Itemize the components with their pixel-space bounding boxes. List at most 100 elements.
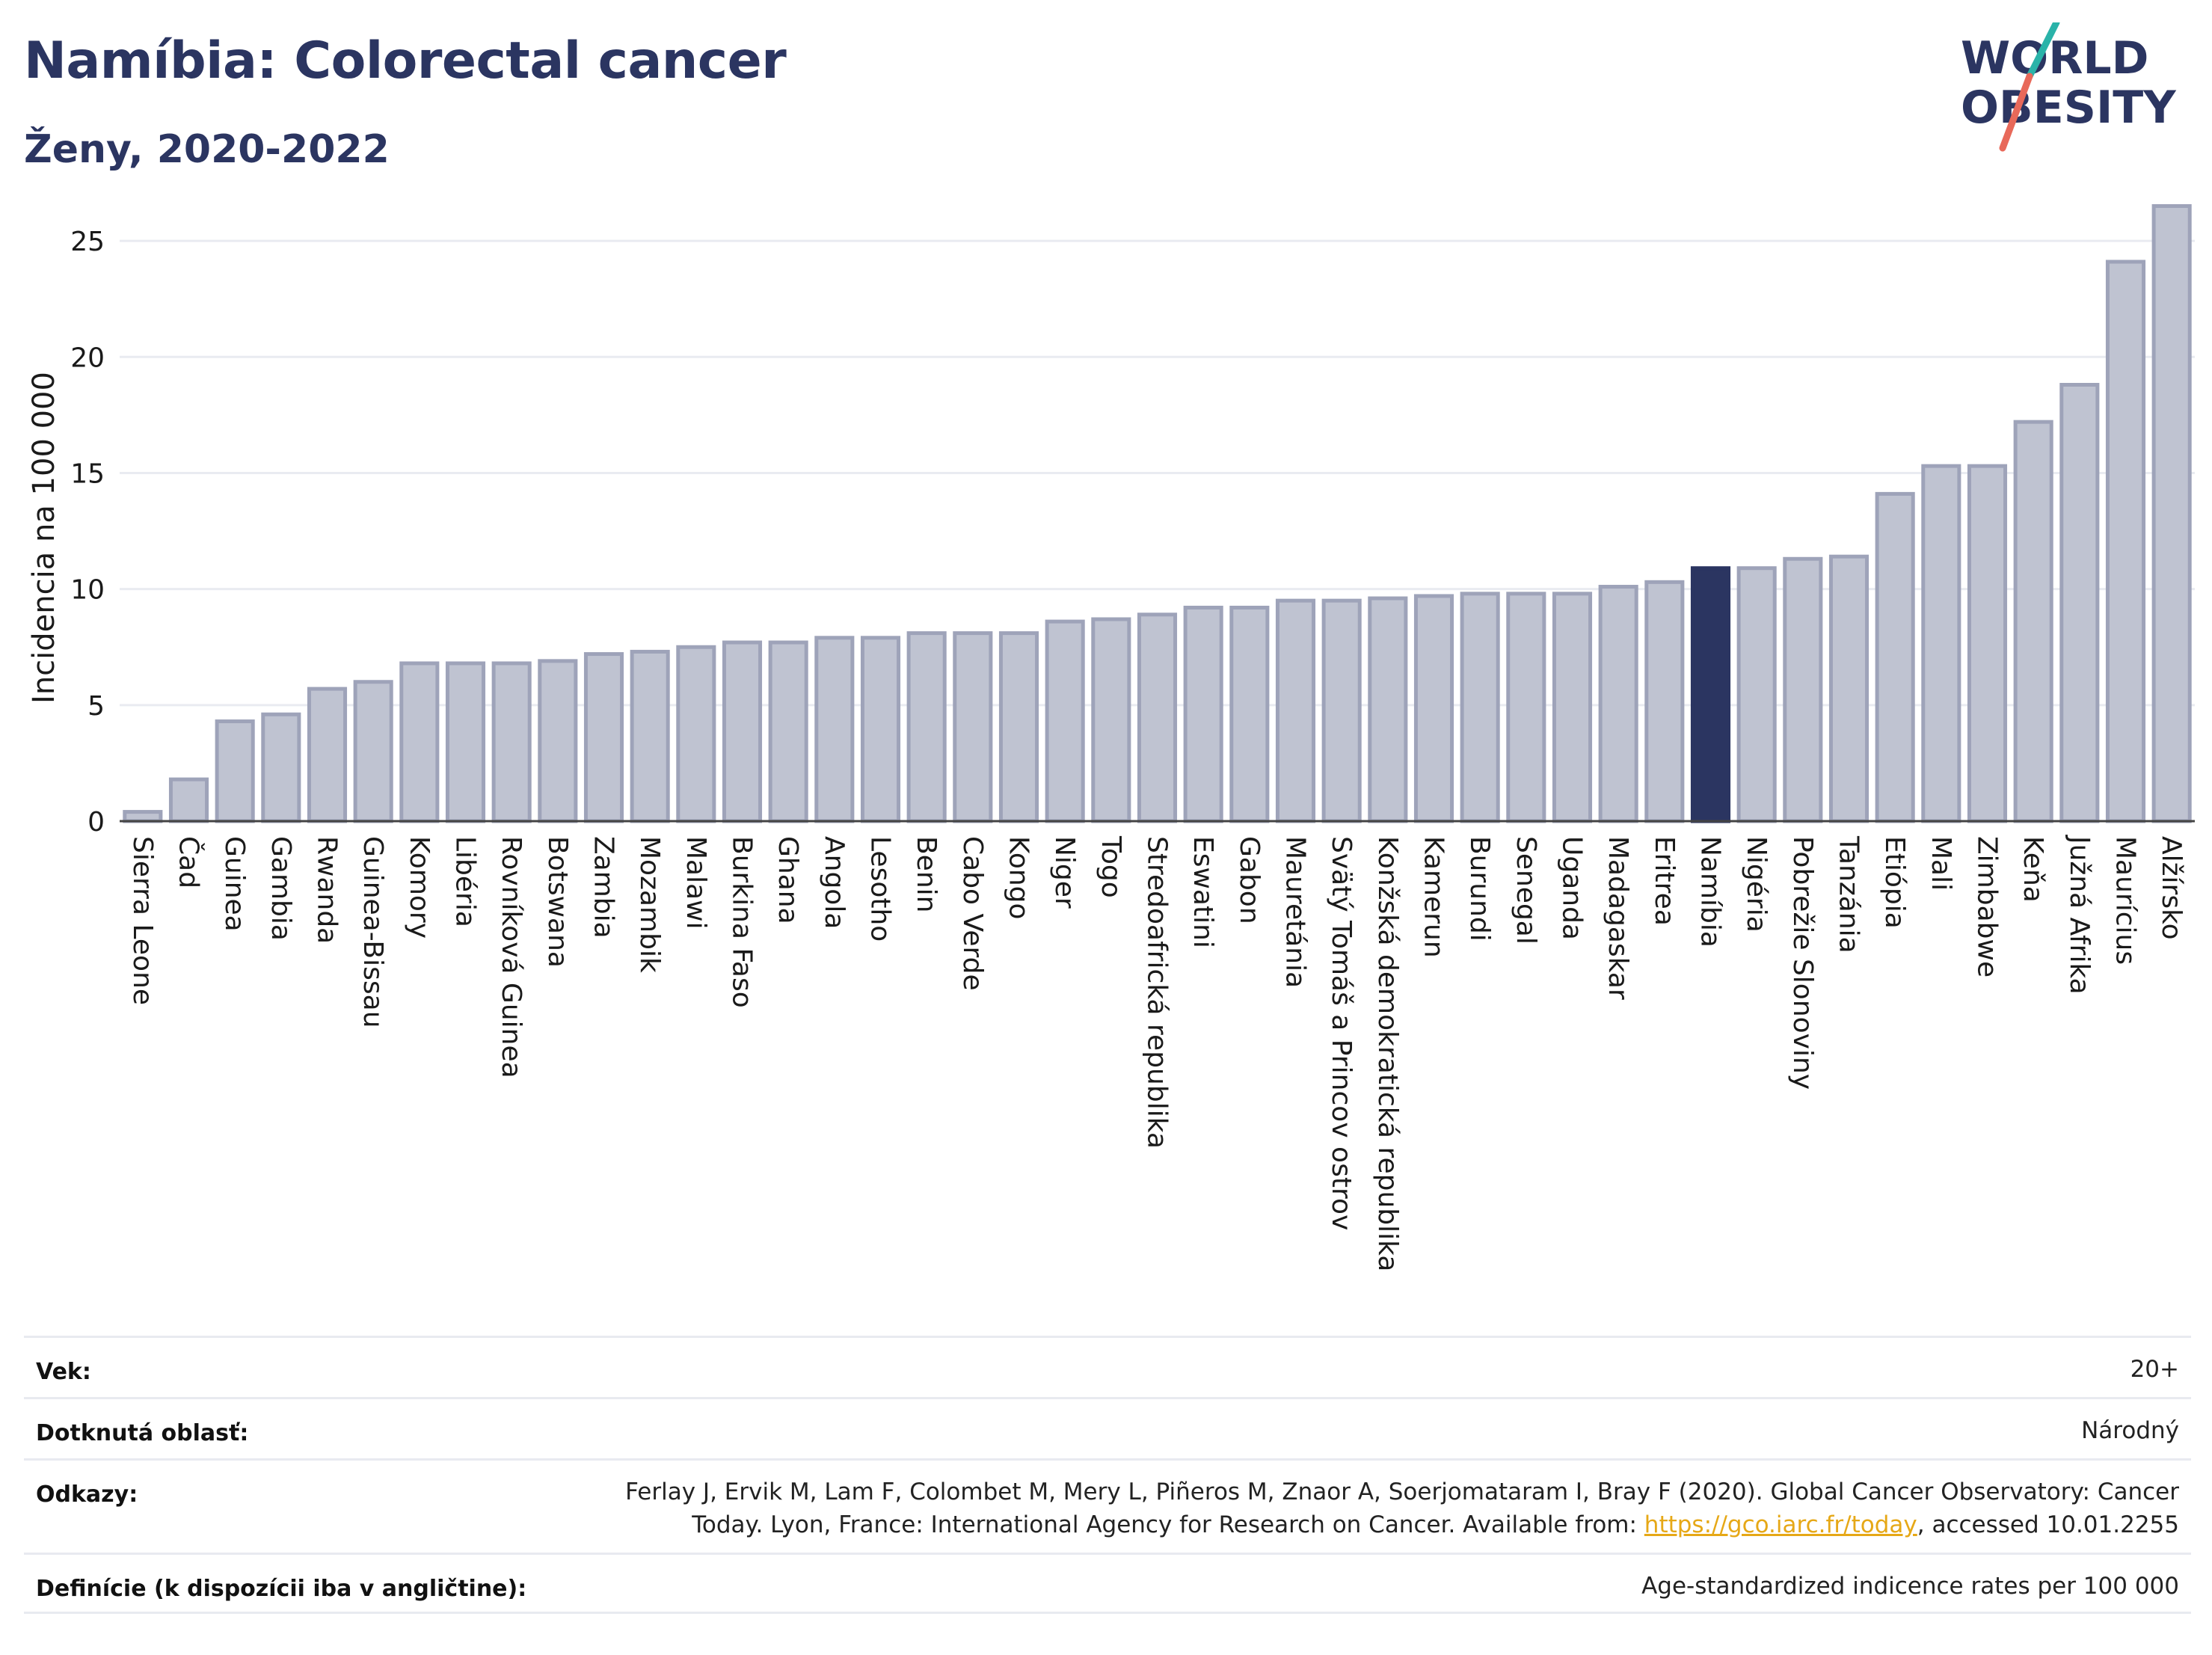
x-tick-label: Kamerun <box>1419 836 1449 958</box>
y-axis-title: Incidencia na 100 000 <box>27 372 61 704</box>
bar-1 <box>168 777 209 823</box>
x-tick-label: Rwanda <box>312 836 342 944</box>
bar-7 <box>445 661 486 823</box>
bar-34 <box>1690 566 1731 823</box>
bar-26 <box>1321 598 1362 823</box>
y-tick-label: 25 <box>70 227 105 257</box>
bar-22 <box>1137 612 1178 823</box>
x-tick-label: Senegal <box>1511 836 1541 945</box>
x-tick-label: Ghana <box>772 836 803 924</box>
bar-21 <box>1091 617 1131 823</box>
references-text-line2: Today. Lyon, France: International Agenc… <box>692 1511 1644 1538</box>
bar-38 <box>1875 491 1915 823</box>
bar-12 <box>676 645 716 823</box>
bar-17 <box>906 631 947 823</box>
x-tick-label: Komory <box>404 836 434 939</box>
x-tick-label: Čad <box>173 836 205 888</box>
bar-5 <box>353 680 393 823</box>
bar-19 <box>998 631 1039 823</box>
x-tick-label: Sierra Leone <box>127 836 158 1005</box>
bar-13 <box>722 640 763 823</box>
x-tick-label: Konžská demokratická republika <box>1372 836 1403 1271</box>
bar-2 <box>215 719 255 823</box>
x-tick-label: Eswatini <box>1188 836 1218 948</box>
x-tick-label: Alžírsko <box>2156 836 2187 940</box>
y-axis-ticks: 0 5 10 15 20 25 <box>70 227 105 838</box>
x-tick-label: Gambia <box>265 836 296 941</box>
x-tick-label: Etiópia <box>1879 836 1910 929</box>
x-tick-label: Burundi <box>1464 836 1495 942</box>
y-tick-label: 20 <box>70 343 105 373</box>
x-tick-label: Stredoafrická republika <box>1142 836 1173 1149</box>
x-tick-label: Burkina Faso <box>727 836 758 1008</box>
bar-9 <box>538 659 578 823</box>
bar-14 <box>768 640 808 823</box>
x-tick-label: Guinea <box>219 836 250 932</box>
x-tick-label: Angola <box>819 836 850 929</box>
bar-8 <box>491 661 532 823</box>
x-tick-label: Južná Afrika <box>2064 835 2095 995</box>
x-tick-label: Mauretánia <box>1280 836 1311 988</box>
x-tick-label: Guinea-Bissau <box>357 836 388 1028</box>
logo-slash-teal <box>2026 22 2060 80</box>
definitions-label: Definície (k dispozícii iba v angličtine… <box>36 1576 527 1602</box>
x-tick-label: Malawi <box>681 836 711 930</box>
bar-chart: 0 5 10 15 20 25 Sierra Leone Čad Guinea Gambia Rw… <box>27 204 2195 1271</box>
y-tick-label: 5 <box>87 691 105 722</box>
x-tick-label: Tanzánia <box>1834 835 1864 954</box>
references-text-line2-end: , accessed 10.01.2255 <box>1917 1511 2179 1538</box>
bar-27 <box>1368 596 1408 823</box>
bar-25 <box>1275 598 1316 823</box>
x-tick-label: Mali <box>1926 836 1956 891</box>
x-tick-label: Pobrežie Slonoviny <box>1787 836 1818 1090</box>
info-row-definitions: Definície (k dispozícii iba v angličtine… <box>24 1553 2191 1614</box>
references-text-line1: Ferlay J, Ervik M, Lam F, Colombet M, Me… <box>625 1479 2179 1505</box>
x-tick-label: Svätý Tomáš a Princov ostrov <box>1326 836 1357 1230</box>
references-value: Ferlay J, Ervik M, Lam F, Colombet M, Me… <box>625 1461 2179 1541</box>
x-tick-label: Zimbabwe <box>1972 836 2003 977</box>
logo-slash-red <box>1999 73 2033 152</box>
x-tick-label: Madagaskar <box>1603 836 1633 1000</box>
info-table: Vek: 20+ Dotknutá oblasť: Národný Odkazy… <box>24 1336 2191 1614</box>
bars <box>123 204 2192 823</box>
bar-37 <box>1828 554 1870 823</box>
info-row-references: Odkazy: Ferlay J, Ervik M, Lam F, Colomb… <box>24 1458 2191 1553</box>
bar-30 <box>1506 592 1546 823</box>
x-tick-label: Mozambik <box>634 836 665 973</box>
x-tick-label: Togo <box>1096 835 1126 898</box>
references-link[interactable]: https://gco.iarc.fr/today <box>1644 1511 1917 1538</box>
x-tick-label: Uganda <box>1557 836 1588 940</box>
bar-40 <box>1967 464 2008 823</box>
bar-28 <box>1413 594 1454 823</box>
x-tick-label: Eritrea <box>1649 836 1680 926</box>
logo-word-obesity: OBESITY <box>1961 82 2177 134</box>
y-tick-label: 15 <box>70 458 105 489</box>
x-tick-label: Maurícius <box>2110 836 2141 965</box>
definitions-value: Age-standardized indicence rates per 100… <box>1641 1573 2179 1600</box>
x-axis-ticks: Sierra Leone Čad Guinea Gambia Rwanda Guinea-… <box>127 835 2187 1271</box>
y-tick-label: 10 <box>70 575 105 606</box>
x-tick-label: Niger <box>1049 836 1080 909</box>
x-tick-label: Keňa <box>2018 836 2048 903</box>
bar-16 <box>860 636 901 823</box>
x-tick-label: Cabo Verde <box>957 836 988 991</box>
bar-10 <box>583 652 624 823</box>
x-tick-label: Nigéria <box>1741 836 1772 933</box>
x-tick-label: Namíbia <box>1695 836 1726 948</box>
info-row-area: Dotknutá oblasť: Národný <box>24 1397 2191 1458</box>
area-label: Dotknutá oblasť: <box>36 1420 249 1446</box>
y-tick-label: 0 <box>87 807 105 838</box>
bar-31 <box>1552 592 1593 823</box>
age-value: 20+ <box>2130 1356 2179 1383</box>
bar-42 <box>2059 383 2100 823</box>
bar-11 <box>630 649 670 823</box>
x-tick-label: Benin <box>911 836 941 912</box>
x-tick-label: Rovníková Guinea <box>496 836 526 1078</box>
bar-23 <box>1183 605 1223 823</box>
bar-32 <box>1598 585 1638 823</box>
logo-word-world: WORLD <box>1961 32 2148 85</box>
age-label: Vek: <box>36 1359 91 1385</box>
bar-35 <box>1736 566 1777 823</box>
references-label: Odkazy: <box>36 1481 138 1508</box>
bar-20 <box>1045 619 1085 823</box>
